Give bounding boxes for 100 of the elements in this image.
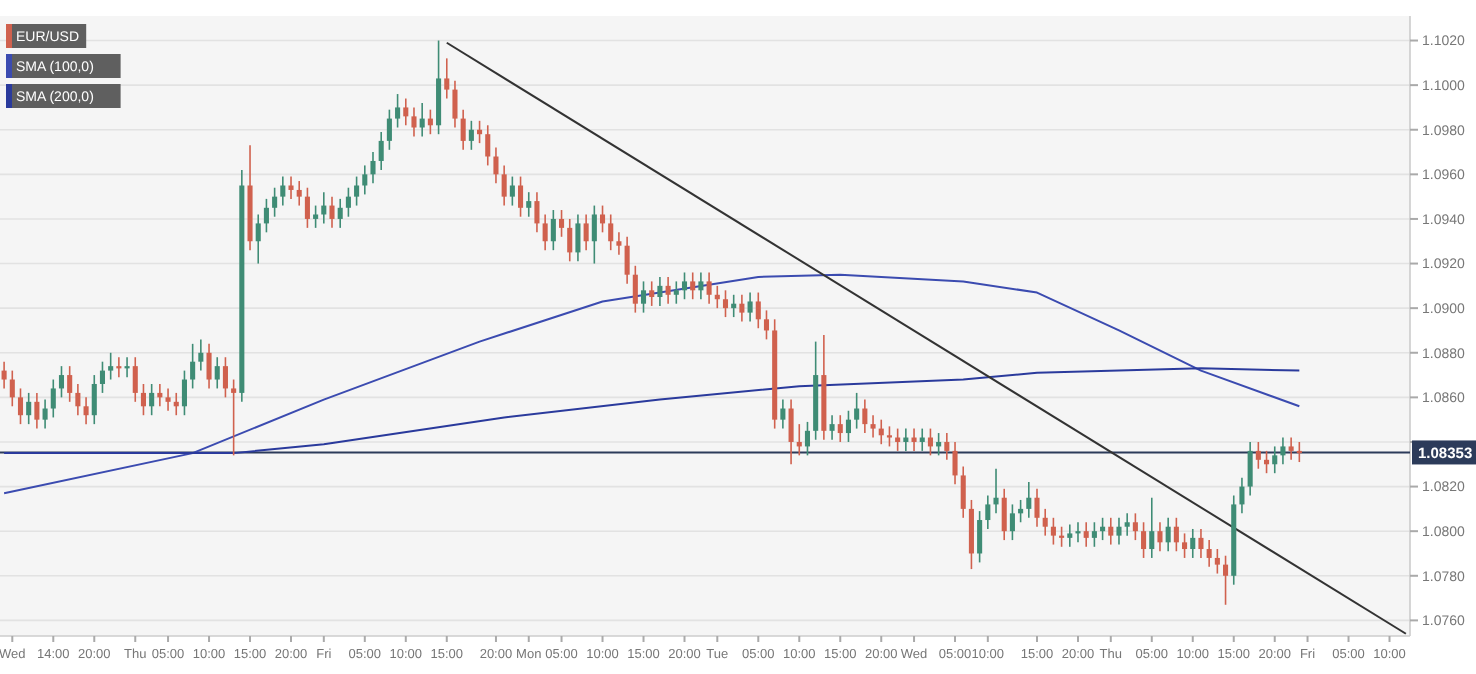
candlestick <box>345 186 351 218</box>
candlestick <box>1173 517 1179 553</box>
candlestick <box>1190 528 1196 559</box>
candlestick <box>624 235 630 285</box>
candlestick <box>698 271 704 301</box>
candlestick <box>599 204 606 234</box>
candlestick <box>304 186 310 229</box>
candlestick <box>288 175 294 200</box>
candlestick <box>632 264 638 314</box>
candlestick <box>67 365 73 403</box>
candlestick <box>50 378 56 419</box>
candlestick <box>862 398 868 434</box>
candlestick <box>1214 548 1220 575</box>
candlestick <box>395 93 401 129</box>
candlestick <box>26 392 32 425</box>
candlestick <box>9 369 15 408</box>
candlestick <box>140 383 146 417</box>
candlestick <box>280 175 286 207</box>
candlestick <box>518 175 524 218</box>
candlestick <box>386 108 392 151</box>
candlestick <box>468 120 474 151</box>
candlestick <box>1108 517 1114 546</box>
candlestick <box>747 291 753 323</box>
candlestick <box>1050 517 1056 546</box>
candlestick <box>993 467 999 515</box>
candlestick <box>1198 528 1204 559</box>
candlestick <box>1141 521 1147 559</box>
candlestick <box>1026 481 1032 519</box>
candlestick <box>960 465 966 519</box>
candlestick <box>755 291 761 330</box>
candlestick <box>501 164 507 207</box>
candlestick <box>1034 488 1040 528</box>
candlestick <box>1042 508 1048 537</box>
candlestick <box>198 338 204 372</box>
candlestick <box>763 309 770 341</box>
candlestick <box>419 102 425 138</box>
candlestick <box>34 392 40 430</box>
candlestick <box>944 432 950 461</box>
candlestick <box>214 356 220 390</box>
candlestick <box>362 164 368 196</box>
candlestick <box>1280 436 1286 466</box>
candlestick <box>788 398 794 466</box>
candlestick <box>722 289 729 318</box>
candlestick <box>255 213 261 265</box>
candlestick <box>608 213 614 251</box>
candlestick <box>222 356 228 399</box>
candlestick <box>313 204 319 229</box>
candlestick <box>1075 521 1081 544</box>
candlestick <box>1272 445 1278 474</box>
line-series <box>3 367 1301 455</box>
candlestick <box>1009 503 1015 541</box>
candlestick <box>575 213 581 263</box>
candlestick <box>91 374 97 425</box>
candlestick <box>108 351 114 381</box>
candlestick <box>1124 512 1130 537</box>
candlestick <box>132 356 138 403</box>
candlestick <box>870 414 876 439</box>
candlestick <box>1288 436 1294 461</box>
candlestick <box>444 57 450 100</box>
candlestick <box>1001 488 1007 541</box>
candlestick <box>968 499 974 570</box>
candlestick <box>1067 523 1073 548</box>
candlestick <box>181 369 187 417</box>
candlestick <box>272 186 278 218</box>
candlestick <box>837 414 843 443</box>
candlestick <box>567 218 573 263</box>
candlestick <box>1182 532 1188 559</box>
candlestick <box>690 271 696 301</box>
candlestick <box>75 383 81 417</box>
candlestick <box>739 293 745 323</box>
candlestick <box>460 108 466 151</box>
candlestick <box>534 191 540 234</box>
candlestick <box>829 414 835 441</box>
candlestick <box>116 356 122 379</box>
candlestick <box>1091 521 1097 548</box>
candlestick <box>550 209 556 251</box>
candlestick <box>206 343 212 390</box>
candlestick <box>616 231 622 256</box>
candlestick <box>17 387 24 425</box>
candlestick <box>149 383 155 417</box>
candlestick <box>493 146 499 185</box>
candlestick <box>83 396 89 425</box>
candlestick <box>673 280 679 305</box>
candlestick <box>526 191 532 218</box>
candlestick <box>58 365 65 399</box>
candlestick <box>780 398 786 430</box>
candlestick <box>542 213 548 251</box>
candlestick <box>509 175 515 207</box>
candlestick <box>1149 496 1155 559</box>
candlestick <box>665 276 671 305</box>
candlestick <box>124 356 130 379</box>
candlestick <box>354 175 360 207</box>
candlestick <box>1247 441 1253 497</box>
candlestick <box>411 106 417 138</box>
candlestick <box>640 280 647 314</box>
candlestick <box>911 427 917 452</box>
candlestick <box>370 151 376 185</box>
candlestick <box>1116 517 1122 546</box>
candlestick <box>706 271 712 305</box>
candlestick <box>845 409 851 443</box>
